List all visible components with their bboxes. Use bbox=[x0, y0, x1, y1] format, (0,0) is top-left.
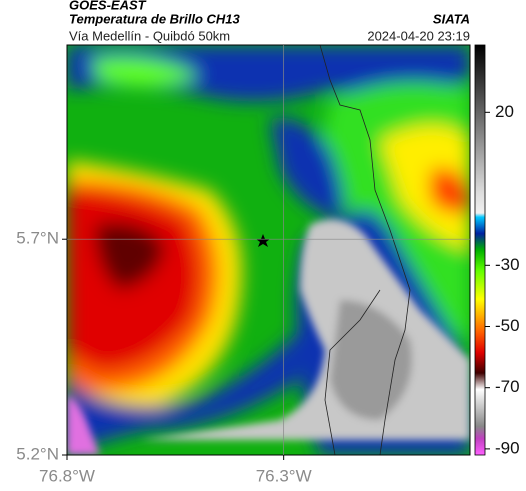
colorbar-tick-label: -30 bbox=[495, 255, 520, 274]
y-tick-label: 5.2°N bbox=[16, 444, 59, 463]
colorbar-tick-label: -90 bbox=[495, 438, 520, 457]
route: Vía Medellín - Quibdó 50km bbox=[69, 28, 230, 43]
y-tick-label: 5.7°N bbox=[16, 229, 59, 248]
map-frame bbox=[66, 44, 471, 456]
subtitle: Temperatura de Brillo CH13 bbox=[69, 11, 241, 26]
colorbar-tick-label: -50 bbox=[495, 316, 520, 335]
x-tick-label: 76.8°W bbox=[39, 466, 95, 485]
source: SIATA bbox=[433, 11, 470, 26]
title: GOES-EAST bbox=[69, 0, 147, 12]
satellite-image bbox=[67, 45, 470, 455]
colorbar-tick-label: -70 bbox=[495, 377, 520, 396]
colorbar bbox=[474, 44, 486, 456]
colorbar-tick-label: 20 bbox=[495, 102, 514, 121]
location-marker bbox=[256, 234, 270, 247]
x-tick-label: 76.3°W bbox=[256, 466, 312, 485]
datetime: 2024-04-20 23:19 bbox=[367, 28, 470, 43]
